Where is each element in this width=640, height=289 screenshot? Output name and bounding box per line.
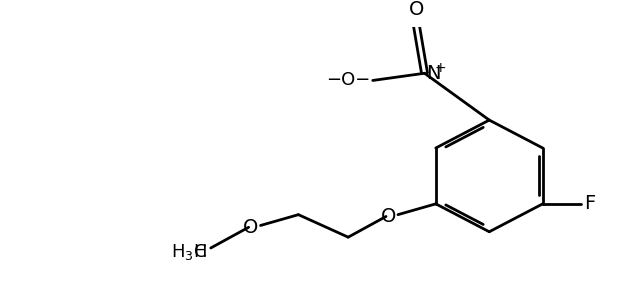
Text: N: N [426, 64, 441, 83]
Text: H: H [193, 242, 207, 261]
Text: F: F [584, 194, 596, 213]
Text: −O−: −O− [326, 71, 371, 90]
Text: O: O [243, 218, 259, 237]
Text: H$_3$C: H$_3$C [171, 242, 207, 262]
Text: +: + [435, 61, 446, 75]
Text: O: O [409, 0, 424, 19]
Text: O: O [381, 207, 396, 226]
